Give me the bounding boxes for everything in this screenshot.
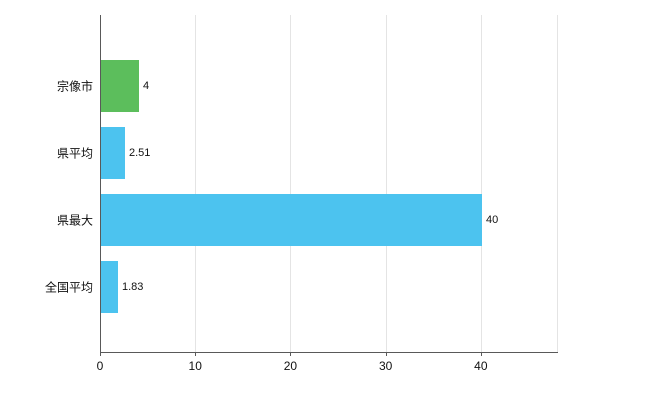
category-label: 県平均 [56, 146, 93, 160]
bar [101, 59, 139, 112]
x-axis-tick [385, 352, 387, 356]
x-axis-line [100, 352, 558, 353]
gridline [195, 15, 197, 352]
bar [101, 193, 482, 246]
bar-value-label: 40 [486, 213, 499, 226]
x-tick-label: 10 [188, 359, 202, 373]
x-tick-label: 0 [96, 359, 104, 373]
x-tick-label: 20 [283, 359, 298, 373]
x-axis-tick [195, 352, 197, 356]
gridline [290, 15, 292, 352]
x-axis-tick [290, 352, 292, 356]
x-axis-tick [100, 352, 101, 356]
y-axis-line [100, 15, 101, 352]
gridline [385, 15, 387, 352]
bar-value-label: 1.83 [122, 280, 144, 293]
gridline [480, 15, 482, 352]
x-tick-label: 40 [474, 359, 488, 373]
gridline [557, 15, 558, 352]
category-label: 全国平均 [44, 280, 93, 294]
category-label: 宗像市 [56, 79, 93, 93]
category-label: 県最大 [56, 213, 93, 227]
x-tick-label: 30 [378, 359, 393, 373]
bar-value-label: 2.51 [129, 146, 151, 159]
x-axis-tick [480, 352, 482, 356]
bar [101, 260, 118, 313]
bar-value-label: 4 [143, 79, 150, 92]
bar [101, 126, 125, 179]
